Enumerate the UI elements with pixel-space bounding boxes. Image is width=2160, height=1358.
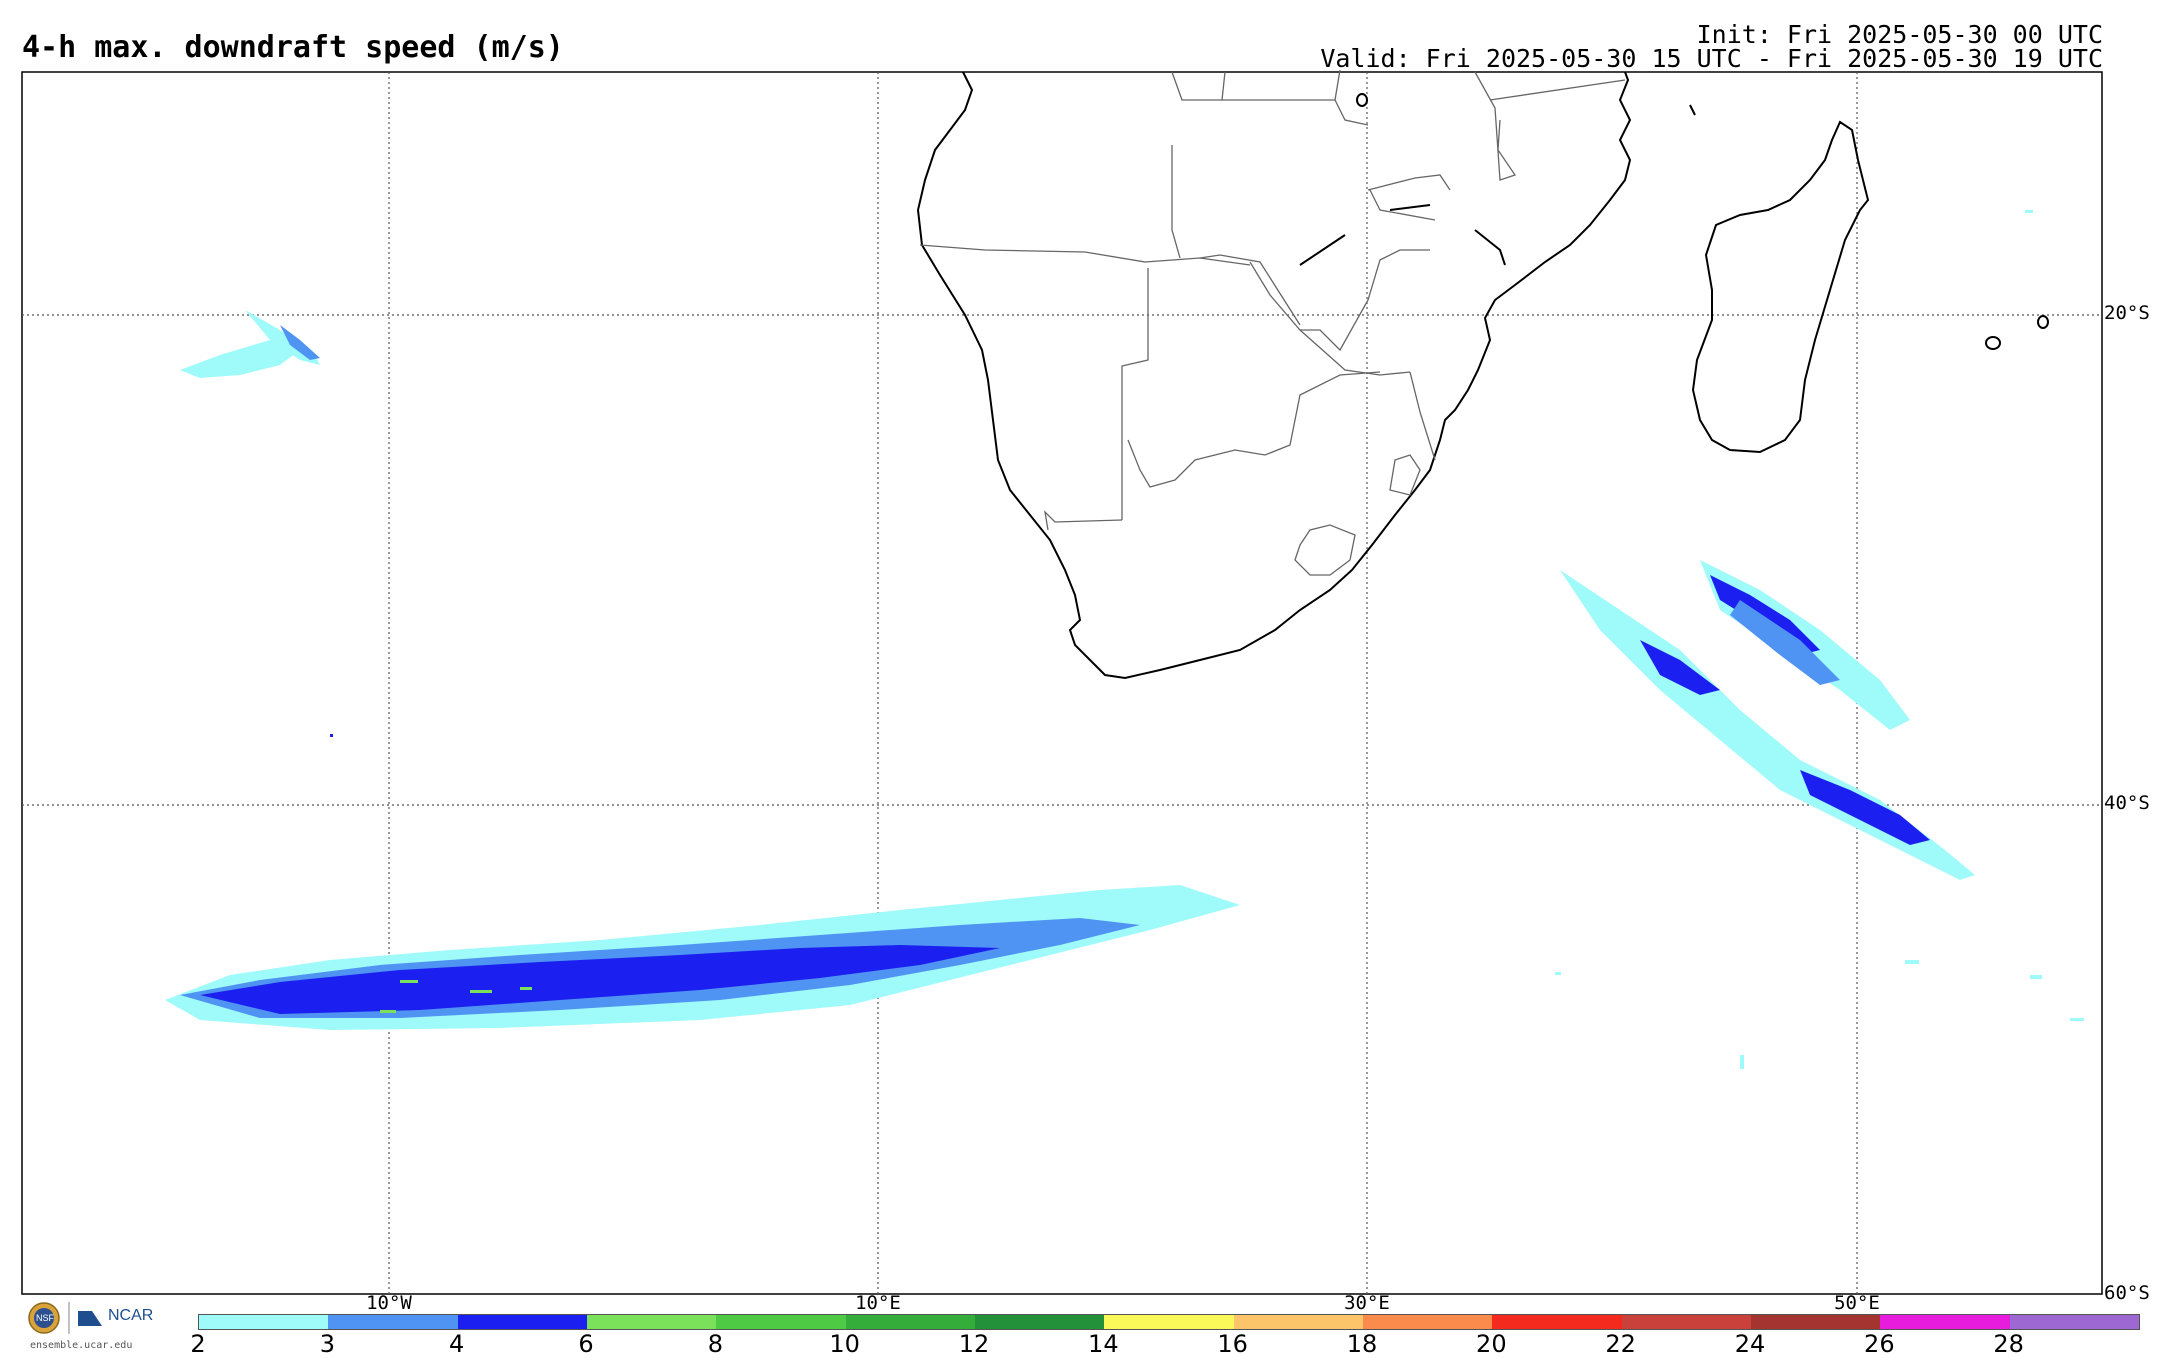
- colorbar-tick-label: 22: [1605, 1330, 1636, 1358]
- ncar-logo-text: NCAR: [108, 1307, 154, 1324]
- islands: [1689, 104, 2049, 350]
- lakes: [1299, 93, 1506, 266]
- colorbar-tick-label: 14: [1088, 1330, 1119, 1358]
- logo-url: ensemble.ucar.edu: [30, 1340, 133, 1351]
- init-time: Init: Fri 2025-05-30 00 UTC: [1696, 20, 2103, 49]
- map-frame: [21, 71, 2103, 1295]
- colorbar-segment: [716, 1315, 846, 1329]
- colorbar-tick-label: 8: [707, 1330, 723, 1358]
- lon-label-50e: 50°E: [1834, 1292, 1880, 1314]
- downdraft-patches-northwest: [180, 310, 333, 737]
- colorbar-segment: [1104, 1315, 1234, 1329]
- colorbar-tick-label: 26: [1864, 1330, 1895, 1358]
- country-borders: [919, 69, 1626, 576]
- colorbar-tick-label: 3: [319, 1330, 335, 1358]
- colorbar-tick-label: 18: [1346, 1330, 1378, 1358]
- colorbar-tick-label: 24: [1734, 1330, 1766, 1358]
- nsf-logo-text: NSF: [36, 1313, 54, 1323]
- colorbar-segment: [1621, 1315, 1751, 1329]
- colorbar-tick-label: 12: [958, 1330, 990, 1358]
- colorbar-segment: [457, 1315, 587, 1329]
- downdraft-band-southeast: [1560, 560, 1975, 880]
- lat-label-60s: 60°S: [2104, 1282, 2150, 1304]
- colorbar-segment: [974, 1315, 1105, 1329]
- colorbar-segment: [1750, 1315, 1881, 1329]
- colorbar-tick-label: 28: [1993, 1330, 2024, 1358]
- colorbar-segment: [2009, 1315, 2139, 1329]
- lat-label-40s: 40°S: [2104, 792, 2150, 814]
- madagascar-coastline: [1691, 120, 1870, 454]
- lon-label-10e: 10°E: [855, 1292, 901, 1314]
- lat-label-20s: 20°S: [2104, 302, 2150, 324]
- colorbar-segment: [328, 1315, 458, 1329]
- downdraft-band-south: [165, 885, 1240, 1030]
- colorbar-segment: [586, 1315, 717, 1329]
- colorbar-segment: [199, 1315, 329, 1329]
- nsf-ncar-logo: [28, 1302, 102, 1334]
- colorbar-tick-label: 4: [449, 1330, 465, 1358]
- africa-coastline: [916, 71, 1632, 680]
- colorbar-tick-label: 16: [1217, 1330, 1248, 1358]
- map-title: 4-h max. downdraft speed (m/s): [22, 30, 564, 65]
- valid-time: Valid: Fri 2025-05-30 15 UTC - Fri 2025-…: [1320, 44, 2103, 73]
- colorbar-segment: [1492, 1315, 1622, 1329]
- colorbar-segment: [845, 1315, 975, 1329]
- downdraft-patches-east: [1555, 210, 2084, 1069]
- colorbar-tick-label: 20: [1476, 1330, 1507, 1358]
- colorbar-segment: [1233, 1315, 1363, 1329]
- colorbar: [198, 1314, 2140, 1330]
- colorbar-segment: [1362, 1315, 1493, 1329]
- colorbar-tick-label: 10: [829, 1330, 860, 1358]
- colorbar-segment: [1880, 1315, 2010, 1329]
- lon-label-10w: 10°W: [366, 1292, 412, 1314]
- colorbar-tick-label: 2: [190, 1330, 206, 1358]
- colorbar-tick-label: 6: [578, 1330, 594, 1358]
- lon-label-30e: 30°E: [1344, 1292, 1390, 1314]
